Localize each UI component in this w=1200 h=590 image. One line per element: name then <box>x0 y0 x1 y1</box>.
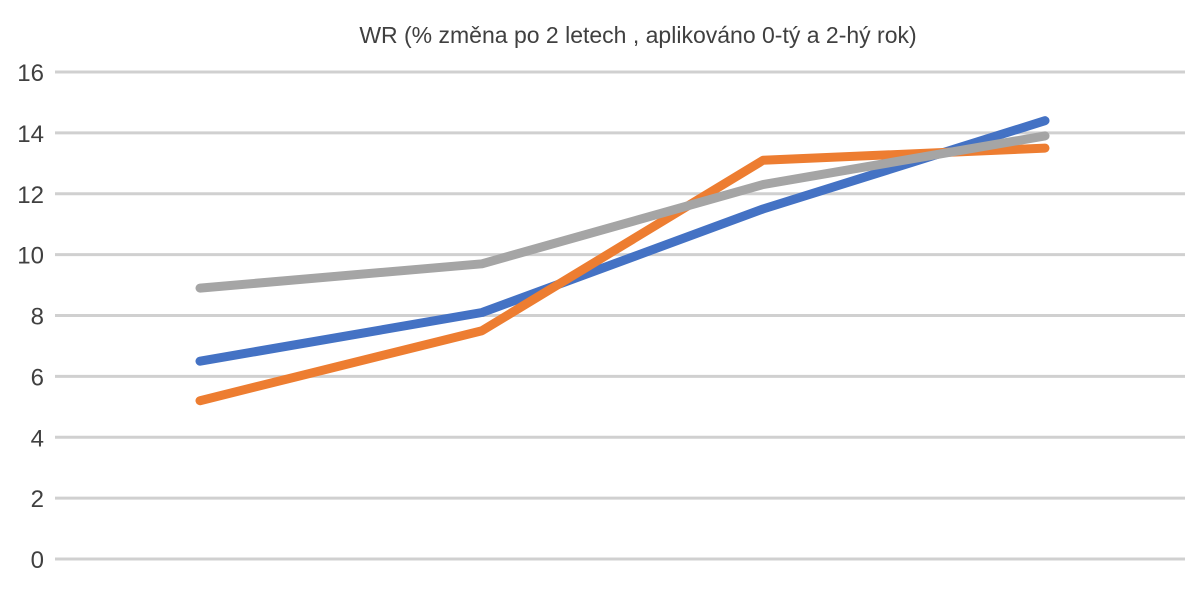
data-point-s2-4 <box>1044 147 1046 150</box>
y-tick-label: 0 <box>31 547 44 574</box>
y-tick-label: 12 <box>17 182 44 209</box>
chart-title: WR (% změna po 2 letech , aplikováno 0-t… <box>359 22 916 48</box>
y-tick-label: 2 <box>31 486 44 513</box>
data-point-s1-3 <box>762 208 764 210</box>
data-point-s2-1 <box>199 399 201 402</box>
data-point-s1-1 <box>199 360 201 363</box>
data-point-s2-3 <box>762 159 764 162</box>
y-tick-label: 8 <box>31 304 44 331</box>
series-lines <box>195 116 1050 406</box>
y-tick-label: 14 <box>17 121 44 148</box>
series-line-1 <box>195 116 1050 366</box>
data-point-s3-3 <box>762 183 764 186</box>
y-tick-label: 6 <box>31 364 44 391</box>
data-point-s3-4 <box>1044 134 1046 137</box>
gridlines <box>55 70 1185 561</box>
y-tick-label: 10 <box>17 243 44 270</box>
data-point-s1-2 <box>481 311 483 314</box>
data-point-s3-2 <box>481 262 483 265</box>
data-point-s1-4 <box>1044 119 1046 122</box>
data-point-s2-2 <box>481 329 483 332</box>
data-point-s3-1 <box>199 287 201 290</box>
y-axis-ticks: 0 2 4 6 8 10 12 14 16 <box>17 60 44 574</box>
series-line-3 <box>195 131 1050 293</box>
y-tick-label: 16 <box>17 60 44 87</box>
series-line-2 <box>195 143 1050 406</box>
y-tick-label: 4 <box>31 425 44 452</box>
